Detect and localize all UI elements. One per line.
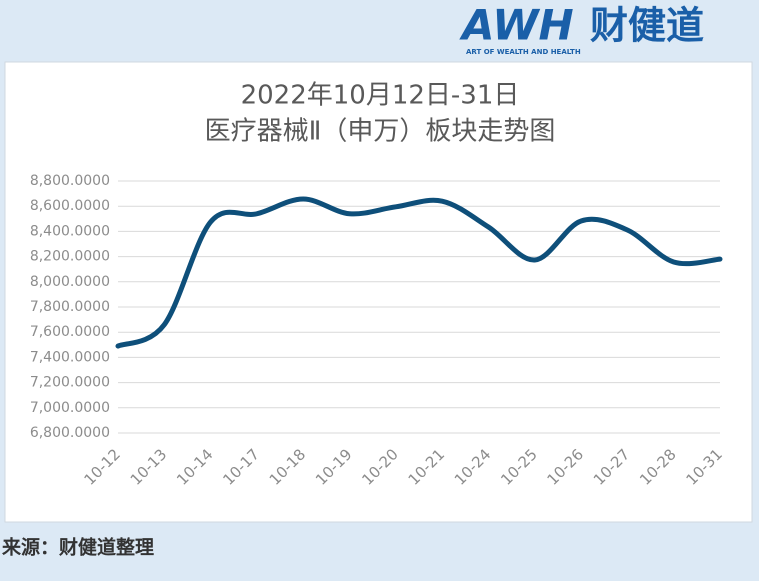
line — [115, 196, 723, 349]
chart-title: 2022年10月12日-31日 — [241, 81, 520, 111]
chart-card — [4, 61, 753, 523]
y-tick-label: 8,400.0000 — [30, 223, 110, 239]
y-tick-label: 8,000.0000 — [30, 274, 110, 290]
chart-title: 医疗器械Ⅱ（申万）板块走势图 — [205, 117, 556, 147]
y-tick-label: 6,800.0000 — [30, 425, 110, 441]
logo-name: 财健道 — [590, 4, 704, 48]
y-tick-label: 7,600.0000 — [30, 324, 110, 340]
y-tick-label: 7,800.0000 — [30, 299, 110, 315]
source-note: 来源：财健道整理 — [2, 536, 154, 559]
y-tick-label: 7,200.0000 — [30, 375, 110, 391]
logo-brand: AWH — [459, 1, 574, 50]
y-tick-label: 8,600.0000 — [30, 198, 110, 214]
y-tick-label: 8,800.0000 — [30, 173, 110, 189]
y-tick-label: 7,400.0000 — [30, 349, 110, 365]
y-tick-label: 8,200.0000 — [30, 249, 110, 265]
logo-tagline: ART OF WEALTH AND HEALTH — [466, 48, 581, 56]
y-tick-label: 7,000.0000 — [30, 400, 110, 416]
